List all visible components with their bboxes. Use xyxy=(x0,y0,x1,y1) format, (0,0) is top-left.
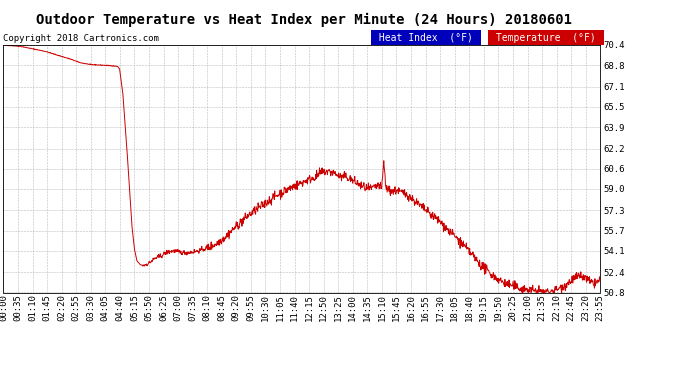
Text: Heat Index  (°F): Heat Index (°F) xyxy=(373,33,480,42)
Text: Temperature  (°F): Temperature (°F) xyxy=(490,33,602,42)
Text: Outdoor Temperature vs Heat Index per Minute (24 Hours) 20180601: Outdoor Temperature vs Heat Index per Mi… xyxy=(36,13,571,27)
Text: Copyright 2018 Cartronics.com: Copyright 2018 Cartronics.com xyxy=(3,33,159,42)
